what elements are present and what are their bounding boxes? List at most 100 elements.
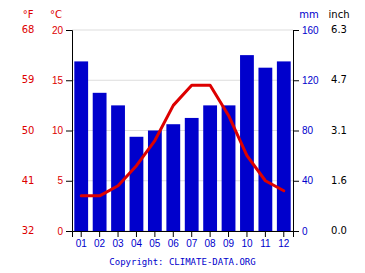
y2-outer-axis: 0.0 1.6 3.1 4.7 6.3 [331,24,347,236]
bar [203,105,217,231]
tick-label: 02 [94,238,106,249]
plot: 0102030405060708091011120510152004080120… [22,9,350,249]
grid [72,30,293,231]
tick-label: 08 [205,238,217,249]
chart: 0102030405060708091011120510152004080120… [0,0,365,273]
tick-label: 0.0 [331,225,347,236]
tick-label: 05 [149,238,161,249]
tick-label: 04 [131,238,143,249]
tick-label: 10 [241,238,253,249]
tick-label: 07 [186,238,198,249]
tick-label: 120 [302,75,319,86]
tick-label: 09 [223,238,235,249]
tick-label: 10 [52,125,64,136]
tick-mark [293,80,299,81]
tick-label: 4.7 [331,74,347,85]
tick-label: 3.1 [331,125,347,136]
tick: 40 [293,175,314,186]
tick-mark [154,231,155,237]
bar [185,118,199,231]
tick-label: 5 [57,175,63,186]
x-axis: 01 02 03 04 05 06 07 08 09 10 11 12 [73,231,294,249]
axis-title: °C [50,9,62,20]
tick: 160 [293,25,319,36]
tick-mark [293,231,299,232]
tick-mark [173,231,174,237]
tick-mark [99,231,100,237]
tick: 06 [168,231,180,249]
bar [74,61,88,231]
tick-label: 20 [52,25,64,36]
tick-label: 06 [168,238,180,249]
y-axis: 0 5 10 15 20 [52,25,73,237]
tick-mark [136,231,137,237]
tick: 0 [57,226,72,237]
tick-mark [191,231,192,237]
axis-line [294,31,300,232]
tick-mark [293,30,299,31]
tick-label: 41 [22,175,35,186]
tick-mark [66,231,72,232]
tick: 120 [293,75,319,86]
tick-label: 80 [302,125,314,136]
tick: 11 [260,231,271,249]
axis-line [73,232,294,238]
tick-label: 0 [302,226,308,237]
tick-mark [118,231,119,237]
tick-label: 03 [112,238,124,249]
tick: 07 [186,231,198,249]
tick: 20 [52,25,72,36]
tick-label: 40 [302,175,314,186]
tick-mark [81,231,82,237]
tick-mark [66,30,72,31]
tick: 04 [131,231,143,249]
tick-mark [66,131,72,132]
tick-label: 32 [22,225,35,236]
marks [74,55,290,231]
bar [93,93,107,231]
tick-label: 1.6 [331,175,347,186]
tick-mark [228,231,229,237]
tick-label: 160 [302,25,319,36]
tick: 05 [149,231,161,249]
tick-mark [66,181,72,182]
bar [277,61,291,231]
bar [258,68,272,231]
tick: 0 [293,226,308,237]
tick-mark [265,231,266,237]
tick: 80 [293,125,314,136]
annotation: Copyright: CLIMATE-DATA.ORG [109,257,255,267]
tick-mark [246,231,247,237]
tick-label: 12 [278,238,290,249]
tick-label: 68 [22,24,35,35]
tick-label: 0 [57,226,63,237]
tick-label: 6.3 [331,24,347,35]
tick: 10 [52,125,72,136]
tick-label: 15 [52,75,64,86]
tick: 10 [241,231,253,249]
axis-title: °F [23,9,34,20]
bar [130,137,144,231]
tick-mark [293,181,299,182]
tick-mark [283,231,284,237]
tick-mark [293,131,299,132]
tick: 08 [205,231,217,249]
tick-label: 50 [22,125,35,136]
line [81,85,284,196]
tick: 15 [52,75,72,86]
bar [111,105,125,231]
tick-mark [210,231,211,237]
tick-label: 11 [260,238,271,249]
tick: 12 [278,231,290,249]
bar [166,124,180,231]
y-outer-axis: 32 41 50 59 68 [22,24,35,236]
tick: 09 [223,231,235,249]
tick-label: 59 [22,74,35,85]
tick: 5 [57,175,72,186]
axis-title: mm [299,9,318,20]
grid-line [72,30,293,31]
tick: 02 [94,231,106,249]
tick: 01 [76,231,88,249]
bars [74,55,290,231]
tick-mark [66,80,72,81]
